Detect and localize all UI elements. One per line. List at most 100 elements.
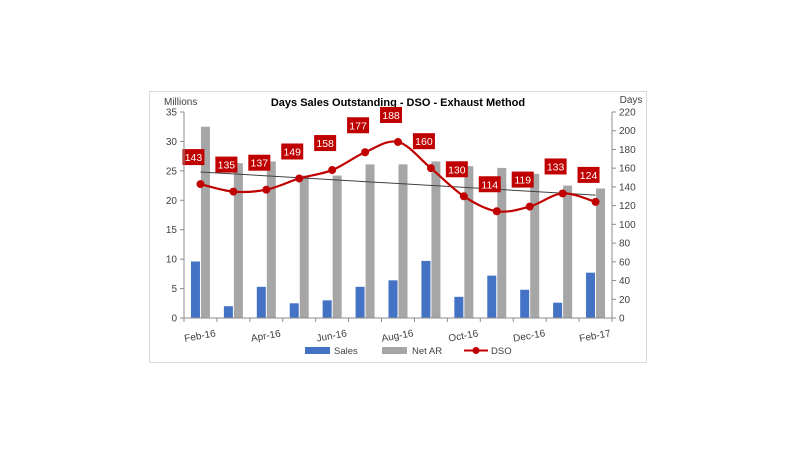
net-ar-bar — [299, 175, 309, 318]
trendline-layer — [200, 171, 596, 196]
dso-point — [229, 187, 238, 196]
left-tick-label: 10 — [166, 255, 178, 266]
sales-bar — [190, 261, 200, 318]
left-tick-label: 5 — [171, 284, 177, 295]
net-ar-bar — [398, 164, 408, 318]
dso-point — [295, 174, 304, 183]
dso-point — [196, 180, 205, 189]
right-tick-label: 220 — [619, 108, 636, 119]
dso-label-box — [248, 154, 271, 171]
dso-label-box — [445, 161, 468, 178]
right-axis-label: Days — [620, 95, 643, 106]
dso-data-label: 158 — [316, 138, 334, 150]
sales-bar — [553, 302, 563, 318]
sales-bar — [256, 286, 266, 318]
right-tick-label: 20 — [619, 295, 631, 306]
dso-point — [426, 164, 435, 173]
dso-label-box — [478, 176, 501, 193]
dso-data-label: 160 — [415, 136, 433, 148]
dso-data-label: 188 — [382, 110, 400, 122]
dso-point — [361, 148, 370, 157]
dso-point — [394, 137, 402, 146]
left-tick-label: 35 — [166, 108, 178, 119]
net-ar-bar — [200, 126, 210, 318]
net-ar-bar — [431, 161, 441, 318]
left-tick-label: 20 — [166, 196, 178, 207]
sales-bar — [586, 272, 596, 318]
x-tick-label: Feb-16 — [183, 328, 217, 344]
x-tick-label: Feb-17 — [579, 328, 613, 344]
dso-data-label: 177 — [349, 120, 367, 132]
net-ar-bar — [563, 185, 573, 318]
x-tick-label: Jun-16 — [316, 328, 348, 344]
dso-data-label: 143 — [185, 152, 203, 164]
dso-point — [328, 166, 337, 175]
sales-bar — [421, 260, 431, 318]
left-axis-label: Millions — [164, 97, 197, 108]
x-tick-label: Oct-16 — [448, 328, 480, 344]
dso-line-layer: 143 135 137 149 158 177 188 160 130 114 119 133 124 — [182, 106, 600, 216]
sales-bar — [289, 303, 299, 318]
legend-sales-swatch — [305, 347, 330, 354]
right-tick-label: 100 — [619, 220, 636, 231]
dso-label-box — [511, 171, 534, 188]
dso-label-box — [412, 133, 435, 150]
axes-layer: 0 5 10 15 20 25 30 35 0 20 40 60 80 100 120 140 160 180 20… — [166, 108, 636, 345]
dso-label-box — [347, 117, 370, 134]
sales-bar — [520, 289, 530, 318]
bars-layer — [190, 126, 606, 318]
dso-label-box — [281, 143, 304, 160]
net-ar-bar — [365, 164, 375, 318]
right-tick-label: 60 — [619, 257, 631, 268]
dso-data-label: 135 — [218, 160, 236, 172]
dso-label-box — [544, 158, 567, 175]
dso-label-box — [182, 149, 205, 166]
dso-point — [591, 197, 600, 206]
legend-net-ar-swatch — [382, 347, 407, 354]
legend-dso-marker — [472, 347, 480, 354]
right-tick-label: 80 — [619, 239, 631, 250]
dso-point — [492, 207, 501, 216]
net-ar-bar — [464, 166, 474, 318]
dso-data-label: 130 — [448, 164, 466, 176]
left-tick-label: 30 — [166, 137, 178, 148]
net-ar-bar — [497, 167, 507, 318]
legend-dso-label: DSO — [491, 346, 512, 357]
chart-frame: Days Sales Outstanding - DSO - Exhaust M… — [149, 91, 647, 363]
dso-label-box — [380, 106, 402, 123]
sales-bar — [454, 296, 464, 318]
net-ar-bar — [266, 161, 276, 318]
dso-point — [459, 192, 468, 201]
sales-bar — [487, 275, 497, 318]
dso-label-box — [577, 166, 600, 183]
dso-data-label: 119 — [514, 175, 531, 187]
dso-trendline — [200, 171, 596, 196]
right-tick-label: 120 — [619, 201, 636, 212]
x-tick-label: Apr-16 — [250, 328, 282, 344]
net-ar-bar — [596, 188, 606, 318]
legend-sales-label: Sales — [334, 346, 358, 357]
sales-bar — [223, 306, 233, 318]
net-ar-bar — [233, 163, 243, 318]
chart-title: Days Sales Outstanding - DSO - Exhaust M… — [271, 97, 525, 109]
dso-data-label: 137 — [251, 158, 269, 170]
dso-data-label: 114 — [481, 179, 498, 191]
dso-point — [525, 202, 534, 211]
net-ar-bar — [332, 175, 342, 318]
x-tick-label: Aug-16 — [381, 328, 415, 345]
dso-chart: Days Sales Outstanding - DSO - Exhaust M… — [164, 95, 643, 357]
dso-data-label: 133 — [547, 161, 565, 173]
right-tick-label: 200 — [619, 126, 636, 137]
net-ar-bar — [530, 173, 540, 318]
right-tick-label: 140 — [619, 182, 636, 193]
x-tick-label: Dec-16 — [512, 328, 546, 345]
legend-net-ar-label: Net AR — [412, 346, 442, 357]
right-tick-label: 180 — [619, 145, 636, 156]
right-tick-label: 0 — [619, 314, 625, 325]
left-tick-label: 25 — [166, 166, 178, 177]
dso-point — [558, 189, 567, 198]
sales-bar — [355, 286, 365, 318]
right-tick-label: 160 — [619, 164, 636, 175]
dso-data-label: 124 — [580, 170, 598, 182]
dso-data-label: 149 — [283, 146, 301, 158]
